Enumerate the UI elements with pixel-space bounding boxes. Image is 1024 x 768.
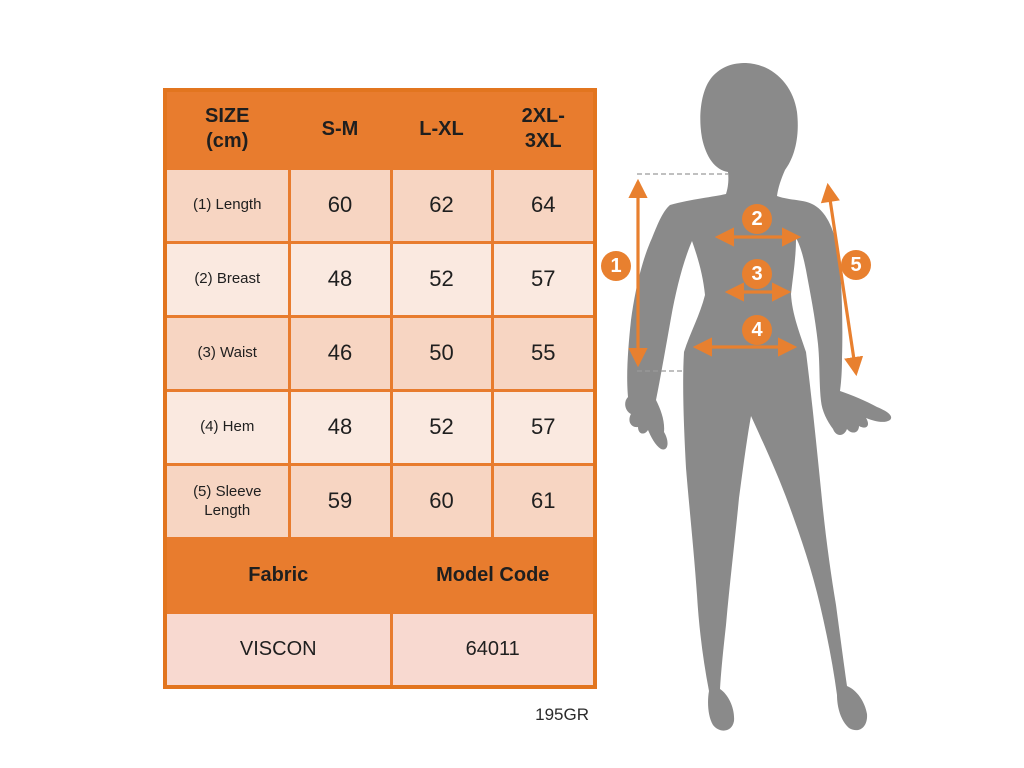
size-table-header-row: SIZE (cm) S-M L-XL 2XL-3XL: [163, 88, 597, 170]
header-2xl3xl-label: 2XL-3XL: [521, 105, 565, 153]
marker-1-length: 1: [601, 251, 631, 281]
hem-lxl-value: 52: [389, 388, 494, 466]
row-label-breast: (2) Breast: [163, 240, 291, 318]
female-body-silhouette: [625, 63, 892, 731]
breast-lxl-value: 52: [389, 240, 494, 318]
header-cell-s-m: S-M: [287, 88, 393, 170]
header-cell-size-cm: SIZE (cm): [163, 88, 291, 170]
row-label-sleeve-length: (5) Sleeve Length: [163, 462, 291, 540]
weight-note: 195GR: [535, 705, 589, 724]
row-label-waist: (3) Waist: [163, 314, 291, 392]
breast-sm-value: 48: [287, 240, 393, 318]
header-cell-l-xl: L-XL: [389, 88, 494, 170]
hem-sm-value: 48: [287, 388, 393, 466]
model-code-value-cell: 64011: [389, 610, 597, 689]
length-2xl3xl-value: 64: [490, 166, 597, 244]
table-row-waist: (3) Waist 46 50 55: [163, 314, 597, 392]
sleeve-2xl3xl-value: 61: [490, 462, 597, 540]
breast-2xl3xl-value: 57: [490, 240, 597, 318]
header-lxl-label: L-XL: [419, 117, 464, 140]
sleeve-measure-arrow: [820, 182, 864, 377]
fabric-value-cell: VISCON: [163, 610, 393, 689]
waist-2xl3xl-value: 55: [490, 314, 597, 392]
model-code-header-cell: Model Code: [389, 536, 597, 614]
sleeve-lxl-value: 60: [389, 462, 494, 540]
table-footer-value-row: VISCON 64011: [163, 610, 597, 689]
length-sm-value: 60: [287, 166, 393, 244]
waist-sm-value: 46: [287, 314, 393, 392]
fabric-header-cell: Fabric: [163, 536, 393, 614]
header-sm-label: S-M: [321, 117, 359, 140]
sleeve-sm-value: 59: [287, 462, 393, 540]
table-row-length: (1) Length 60 62 64: [163, 166, 597, 244]
row-label-hem: (4) Hem: [163, 388, 291, 466]
marker-5-sleeve: 5: [841, 250, 871, 280]
marker-4-hem: 4: [742, 315, 772, 345]
row-label-length: (1) Length: [163, 166, 291, 244]
hem-2xl3xl-value: 57: [490, 388, 597, 466]
table-row-hem: (4) Hem 48 52 57: [163, 388, 597, 466]
table-footer-header-row: Fabric Model Code: [163, 536, 597, 614]
length-lxl-value: 62: [389, 166, 494, 244]
marker-3-waist: 3: [742, 259, 772, 289]
table-row-sleeve-length: (5) Sleeve Length 59 60 61: [163, 462, 597, 540]
header-size-label: SIZE (cm): [205, 105, 250, 153]
header-cell-2xl-3xl: 2XL-3XL: [490, 88, 597, 170]
size-table: SIZE (cm) S-M L-XL 2XL-3XL (1) Length 60…: [163, 88, 597, 689]
table-row-breast: (2) Breast 48 52 57: [163, 240, 597, 318]
waist-lxl-value: 50: [389, 314, 494, 392]
marker-2-breast: 2: [742, 204, 772, 234]
